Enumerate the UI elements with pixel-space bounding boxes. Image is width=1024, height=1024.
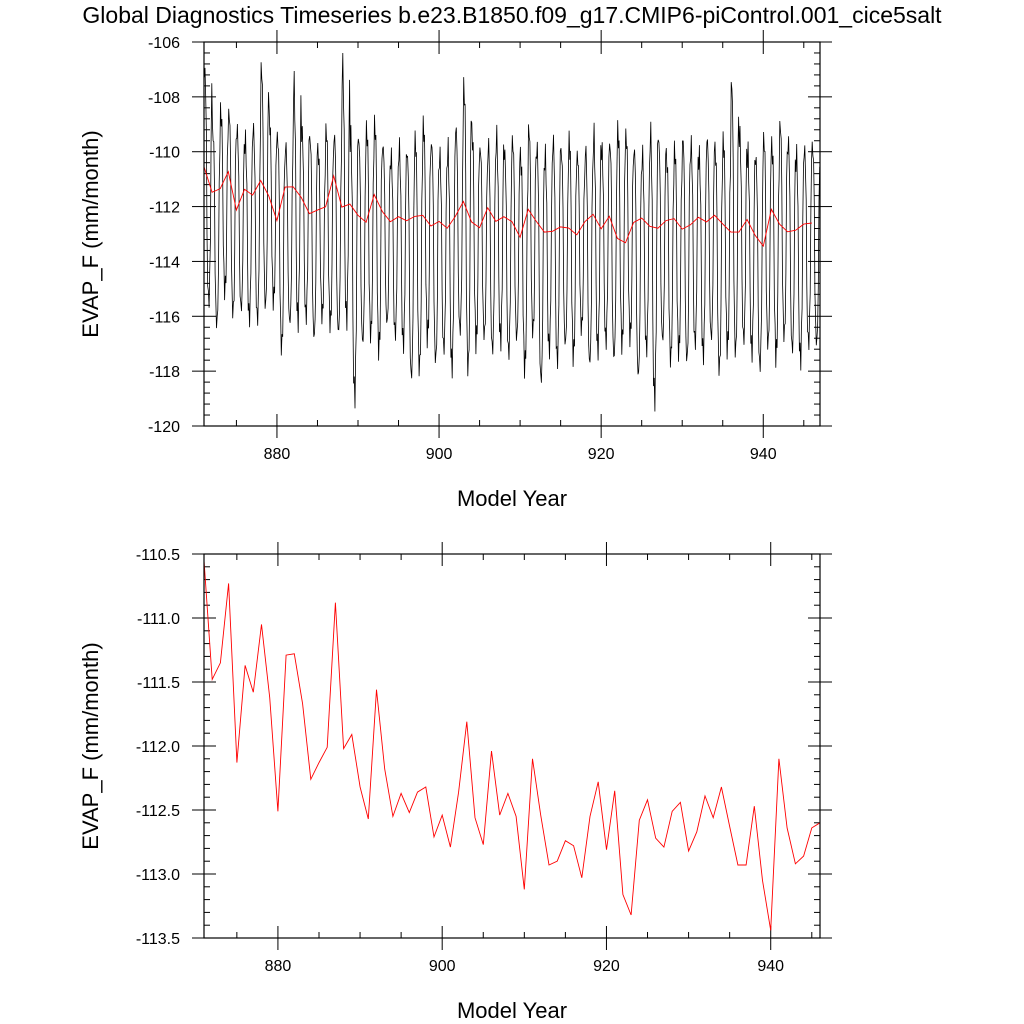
y-tick-label: -118 xyxy=(149,364,180,381)
x-tick-label: 940 xyxy=(750,446,777,463)
series-line-monthly xyxy=(204,52,820,412)
y-tick-label: -110 xyxy=(149,145,180,162)
plot-frame xyxy=(203,553,821,939)
top-panel-evap-timeseries: 880 900 920 940 -120 -118 -116 -114 -112 -110 -108… xyxy=(78,30,832,511)
y-tick-label: -108 xyxy=(148,90,180,107)
plot-frame xyxy=(203,41,821,427)
y-tick-label: -113.0 xyxy=(136,867,180,884)
series-line-annual xyxy=(204,166,812,248)
y-tick-label: -110.5 xyxy=(136,547,180,564)
y-axis-title: EVAP_F (mm/month) xyxy=(78,130,103,337)
y-tick-label: -112.5 xyxy=(136,803,180,820)
x-tick-label: 900 xyxy=(426,446,453,463)
x-tick-label: 880 xyxy=(265,958,292,975)
y-tick-label: -113.5 xyxy=(136,931,180,948)
y-tick-label: -111.5 xyxy=(137,675,180,692)
series-line-annual xyxy=(204,560,820,931)
x-axis-title: Model Year xyxy=(457,486,567,511)
y-tick-label: -106 xyxy=(148,35,180,52)
x-tick-label: 900 xyxy=(429,958,456,975)
bottom-panel-evap-annual-mean: 880 900 920 940 -113.5 -113.0 -112.5 -112.0 -111… xyxy=(78,542,832,1023)
y-tick-label: -114 xyxy=(149,254,180,271)
figure-title: Global Diagnostics Timeseries b.e23.B185… xyxy=(82,2,942,28)
y-tick-label: -116 xyxy=(149,309,180,326)
y-tick-label: -112 xyxy=(149,200,180,217)
y-tick-label: -120 xyxy=(148,419,180,436)
x-tick-label: 940 xyxy=(757,958,784,975)
x-tick-label: 920 xyxy=(588,446,615,463)
x-tick-label: 880 xyxy=(264,446,291,463)
y-tick-label: -111.0 xyxy=(137,611,180,628)
y-tick-label: -112.0 xyxy=(136,739,180,756)
x-tick-label: 920 xyxy=(593,958,620,975)
x-axis-title: Model Year xyxy=(457,998,567,1023)
y-axis-title: EVAP_F (mm/month) xyxy=(78,642,103,849)
